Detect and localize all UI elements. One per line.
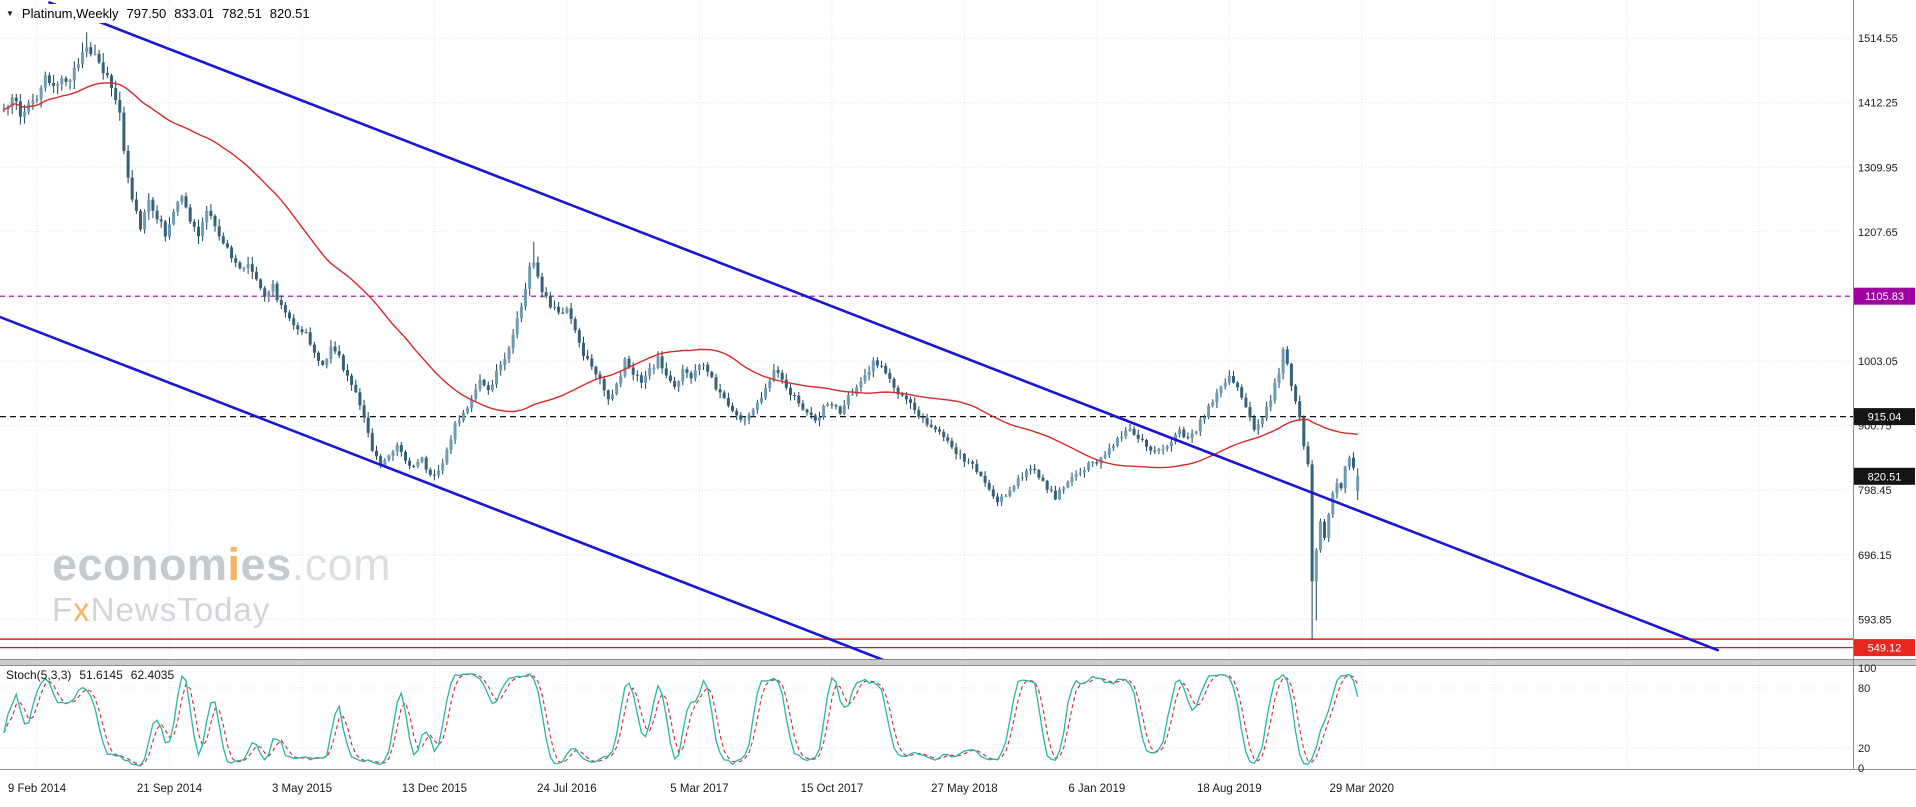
price-badge-value: 820.51 <box>1868 471 1902 483</box>
trendline-lower[interactable] <box>0 315 886 661</box>
stoch-axis-label: 0 <box>1858 763 1864 775</box>
price-badge <box>1854 467 1915 485</box>
price-badge-value: 915.04 <box>1868 412 1902 424</box>
stoch-axis-label: 80 <box>1858 683 1870 695</box>
watermark-brand-c: es <box>240 539 292 590</box>
candles-down <box>14 47 1355 582</box>
date-tick-label: 13 Dec 2015 <box>402 783 467 795</box>
stoch-axis-label: 100 <box>1858 663 1876 675</box>
symbol-dropdown-icon[interactable]: ▼ <box>6 8 14 18</box>
stochastic-k-value: 51.6145 <box>79 668 123 682</box>
date-tick-label: 9 Feb 2014 <box>8 783 67 795</box>
price-badge <box>1854 408 1915 426</box>
horizontal-lines[interactable] <box>0 295 1853 649</box>
date-tick-label: 18 Aug 2019 <box>1197 783 1262 795</box>
panel-splitter[interactable] <box>0 659 1916 666</box>
price-tick-label: 1514.55 <box>1858 33 1898 45</box>
date-tick-label: 3 May 2015 <box>272 783 332 795</box>
price-badge <box>1854 639 1915 657</box>
watermark-tagline-a: F <box>52 590 74 628</box>
stochastic-name: Stoch(5,3,3) <box>6 668 72 682</box>
price-badge <box>1854 287 1915 305</box>
price-tick-label: 1003.05 <box>1858 356 1898 368</box>
date-tick-label: 29 Mar 2020 <box>1330 783 1395 795</box>
date-tick-label: 5 Mar 2017 <box>670 783 728 795</box>
watermark: economies.com FxNewsToday <box>52 540 391 628</box>
chart-title-bar: ▼ Platinum,Weekly 797.50 833.01 782.51 8… <box>2 4 320 23</box>
moving-average-line[interactable] <box>3 82 1358 469</box>
trendline-upper[interactable] <box>48 1 1720 652</box>
candles-up <box>2 47 1360 582</box>
symbol-timeframe-label: Platinum,Weekly <box>21 6 119 21</box>
watermark-brand-accent: i <box>227 539 241 590</box>
price-tick-label: 696.15 <box>1858 550 1892 562</box>
watermark-tagline: FxNewsToday <box>52 590 391 628</box>
date-tick-label: 15 Oct 2017 <box>801 783 864 795</box>
price-tick-label: 593.85 <box>1858 614 1892 626</box>
price-badge-value: 1105.83 <box>1865 291 1904 303</box>
watermark-domain: .com <box>291 539 392 590</box>
ohlc-high-value: 833.01 <box>174 6 215 21</box>
price-axis[interactable]: 1514.551412.251309.951207.651003.05900.7… <box>1854 33 1915 775</box>
watermark-tagline-c: NewsToday <box>90 590 271 628</box>
grid <box>0 0 1853 768</box>
price-tick-label: 1412.25 <box>1858 98 1898 110</box>
stochastic-d-value: 62.4035 <box>130 668 175 682</box>
watermark-brand-a: econom <box>52 539 228 590</box>
watermark-brand: economies.com <box>52 540 391 590</box>
ohlc-low-value: 782.51 <box>222 6 262 21</box>
price-tick-label: 1309.95 <box>1858 162 1898 174</box>
date-tick-label: 27 May 2018 <box>931 783 998 795</box>
candle-wicks <box>3 32 1359 640</box>
price-badge-value: 549.12 <box>1868 643 1902 655</box>
trend-channel <box>0 1 1720 661</box>
candles-layer <box>2 32 1360 640</box>
watermark-tagline-accent: x <box>73 590 91 628</box>
stoch-axis-label: 20 <box>1858 743 1870 755</box>
time-axis[interactable]: 9 Feb 2014 21 Sep 2014 3 May 2015 13 Dec 20… <box>8 783 1394 795</box>
stochastic-panel <box>3 673 1359 767</box>
stochastic-signal-line <box>3 673 1359 766</box>
stochastic-main-line <box>3 673 1359 767</box>
stochastic-indicator-label: Stoch(5,3,3) 51.6145 62.4035 <box>6 668 174 682</box>
ohlc-close-value: 820.51 <box>269 6 310 21</box>
date-tick-label: 24 Jul 2016 <box>537 783 596 795</box>
date-tick-label: 6 Jan 2019 <box>1068 783 1125 795</box>
date-tick-label: 21 Sep 2014 <box>137 783 203 795</box>
price-tick-label: 798.45 <box>1858 485 1892 497</box>
price-tick-label: 1207.65 <box>1858 227 1898 239</box>
ohlc-open-value: 797.50 <box>126 6 167 21</box>
